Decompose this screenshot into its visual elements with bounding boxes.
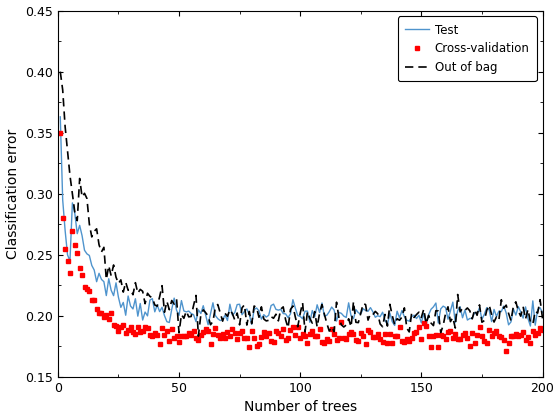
Cross-validation: [57, 130, 64, 135]
Out of bag: [57, 69, 64, 74]
Out of bag: [86, 222, 93, 227]
Out of bag: [517, 314, 524, 319]
Y-axis label: Classification error: Classification error: [6, 129, 20, 259]
Test: [86, 253, 93, 258]
Cross-validation: [498, 334, 505, 339]
Cross-validation: [147, 333, 153, 338]
X-axis label: Number of trees: Number of trees: [244, 400, 357, 415]
Test: [76, 223, 83, 228]
Out of bag: [539, 316, 546, 321]
Test: [498, 309, 505, 314]
Line: Cross-validation: Cross-validation: [59, 131, 544, 352]
Test: [147, 297, 153, 302]
Cross-validation: [76, 266, 83, 271]
Cross-validation: [539, 328, 546, 333]
Test: [515, 304, 521, 309]
Line: Out of bag: Out of bag: [60, 72, 543, 336]
Test: [185, 309, 192, 314]
Out of bag: [147, 294, 153, 299]
Out of bag: [185, 314, 192, 319]
Test: [539, 310, 546, 315]
Cross-validation: [185, 331, 192, 336]
Legend: Test, Cross-validation, Out of bag: Test, Cross-validation, Out of bag: [398, 16, 536, 81]
Out of bag: [501, 306, 507, 311]
Out of bag: [195, 333, 202, 339]
Test: [57, 114, 64, 119]
Test: [527, 323, 534, 328]
Cross-validation: [503, 348, 510, 353]
Line: Test: Test: [60, 117, 543, 326]
Cross-validation: [86, 288, 93, 293]
Cross-validation: [517, 332, 524, 337]
Out of bag: [76, 176, 83, 181]
